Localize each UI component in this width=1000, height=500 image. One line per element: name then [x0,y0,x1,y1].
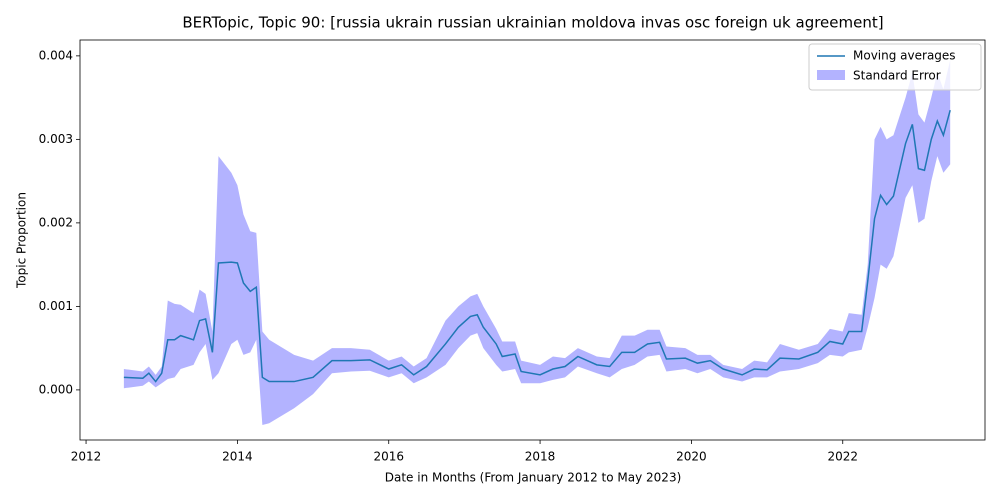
legend-box [808,43,982,91]
x-tick-label: 2020 [676,450,707,464]
x-tick-label: 2016 [373,450,404,464]
plot-frame [79,39,986,441]
legend-patch [817,70,845,80]
x-tick-label: 2012 [71,450,102,464]
line [123,109,951,383]
error-band [123,60,951,425]
y-tick-label: 0.002 [39,215,73,229]
y-axis-label: Topic Proportion [15,192,29,289]
y-tick-label: 0.001 [39,299,73,313]
y-tick-label: 0.004 [39,48,73,62]
chart-title: BERTopic, Topic 90: [russia ukrain russi… [182,14,883,32]
x-tick-label: 2014 [222,450,253,464]
y-tick-label: 0.000 [39,382,73,396]
legend-label: Moving averages [853,49,956,63]
x-tick-label: 2022 [827,450,858,464]
y-tick-label: 0.003 [39,132,73,146]
legend-label: Standard Error [853,69,941,83]
x-axis-label: Date in Months (From January 2012 to May… [385,471,682,485]
x-tick-label: 2018 [525,450,556,464]
